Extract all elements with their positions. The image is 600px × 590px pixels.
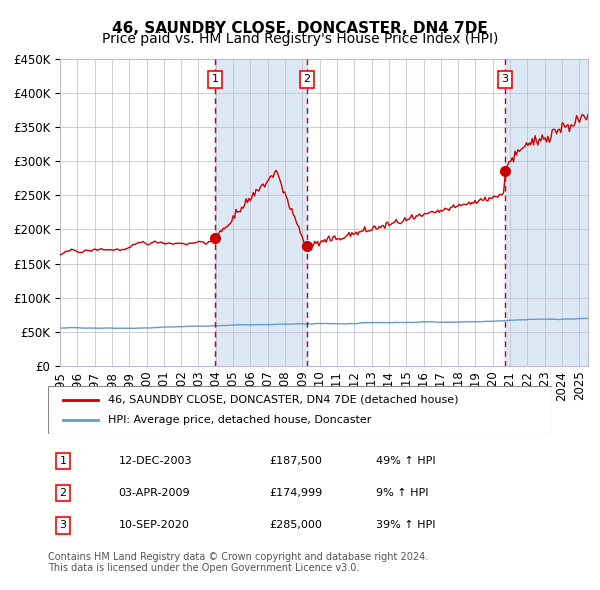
Text: Price paid vs. HM Land Registry's House Price Index (HPI): Price paid vs. HM Land Registry's House … — [102, 32, 498, 47]
Text: Contains HM Land Registry data © Crown copyright and database right 2024.
This d: Contains HM Land Registry data © Crown c… — [48, 552, 428, 573]
Text: 1: 1 — [211, 74, 218, 84]
FancyBboxPatch shape — [48, 386, 552, 434]
Text: 39% ↑ HPI: 39% ↑ HPI — [376, 520, 435, 530]
Text: 10-SEP-2020: 10-SEP-2020 — [119, 520, 190, 530]
Bar — [215, 59, 307, 366]
Text: 2: 2 — [303, 74, 310, 84]
Text: 12-DEC-2003: 12-DEC-2003 — [119, 456, 192, 466]
Text: £187,500: £187,500 — [270, 456, 323, 466]
Text: 2: 2 — [59, 488, 67, 498]
Text: 9% ↑ HPI: 9% ↑ HPI — [376, 488, 428, 498]
Text: HPI: Average price, detached house, Doncaster: HPI: Average price, detached house, Donc… — [109, 415, 372, 425]
Text: 46, SAUNDBY CLOSE, DONCASTER, DN4 7DE (detached house): 46, SAUNDBY CLOSE, DONCASTER, DN4 7DE (d… — [109, 395, 459, 405]
Text: 3: 3 — [501, 74, 508, 84]
Text: £285,000: £285,000 — [270, 520, 323, 530]
Text: 03-APR-2009: 03-APR-2009 — [119, 488, 190, 498]
Text: 46, SAUNDBY CLOSE, DONCASTER, DN4 7DE: 46, SAUNDBY CLOSE, DONCASTER, DN4 7DE — [112, 21, 488, 35]
Text: 3: 3 — [59, 520, 67, 530]
Text: 49% ↑ HPI: 49% ↑ HPI — [376, 456, 435, 466]
Bar — [505, 59, 588, 366]
Text: 1: 1 — [59, 456, 67, 466]
Text: £174,999: £174,999 — [270, 488, 323, 498]
